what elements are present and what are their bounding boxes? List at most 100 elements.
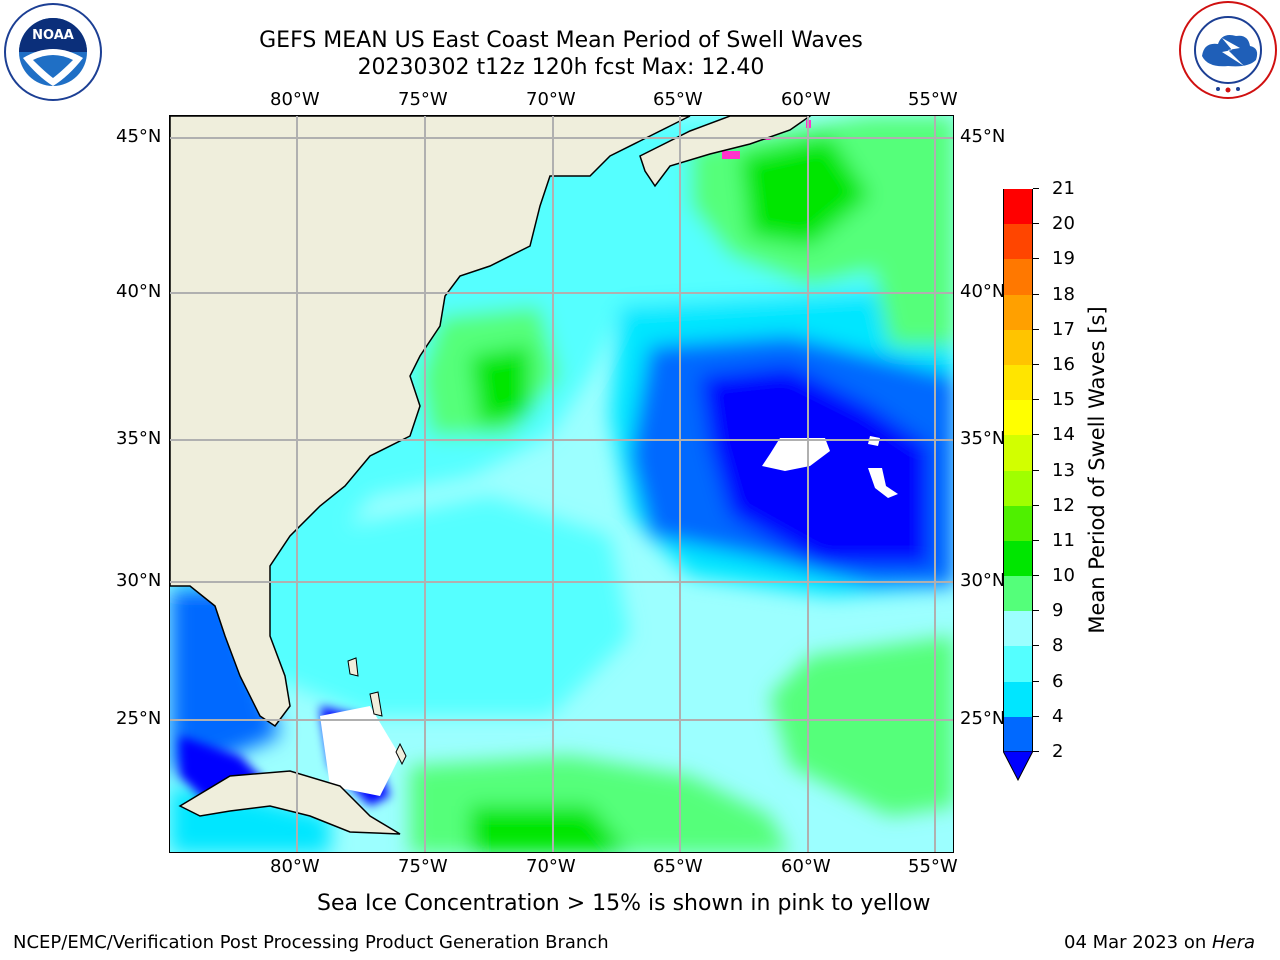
nws-logo (1178, 0, 1278, 100)
colorbar-tick-label: 11 (1052, 529, 1075, 551)
colorbar-tick-mark (1033, 751, 1039, 752)
lat-label-left: 30°N (116, 570, 162, 591)
graticule (170, 116, 953, 852)
lon-label-bottom: 70°W (526, 856, 576, 877)
green-strong-zone (470, 346, 530, 426)
lat-label-right: 25°N (960, 708, 1006, 729)
lon-label-bottom: 75°W (398, 856, 448, 877)
lon-label-top: 55°W (908, 89, 958, 110)
lon-label-bottom: 80°W (270, 856, 320, 877)
green-strong-zone (740, 136, 870, 246)
colorbar-tick-label: 8 (1052, 635, 1064, 657)
footer-date: 04 Mar 2023 on Hera (1064, 932, 1255, 953)
colorbar-tick-label: 2 (1052, 741, 1064, 762)
colorbar-tick-label: 21 (1052, 178, 1075, 199)
colorbar-tick-mark (1033, 328, 1039, 330)
noaa-logo: NOAA (3, 2, 103, 102)
colorbar-tick-mark (1033, 469, 1039, 471)
green-zone (870, 246, 953, 346)
colorbar-tick-label: 20 (1052, 213, 1075, 235)
land-bahamas (347, 657, 359, 677)
colorbar-tick-label: 14 (1052, 424, 1075, 446)
lon-label-top: 75°W (398, 89, 448, 110)
colorbar-segment (1004, 505, 1032, 541)
colorbar-tick-mark (1033, 188, 1039, 189)
colorbar-tick-label: 12 (1052, 494, 1075, 516)
colorbar-segment (1004, 435, 1032, 471)
colorbar-tick-label: 6 (1052, 670, 1064, 692)
colorbar-tick-label: 16 (1052, 353, 1075, 375)
lon-label-top: 70°W (526, 89, 576, 110)
lat-label-right: 30°N (960, 570, 1006, 591)
colorbar (1003, 189, 1033, 752)
colorbar-tick-mark (1033, 258, 1039, 260)
lat-label-right: 40°N (960, 281, 1006, 302)
sea-ice-note: Sea Ice Concentration > 15% is shown in … (317, 891, 931, 916)
green-strong-zone (470, 806, 629, 852)
colorbar-tick-mark (1033, 715, 1039, 717)
colorbar-segment (1004, 329, 1032, 365)
colorbar-segment (1004, 470, 1032, 506)
colorbar-segment (1004, 224, 1032, 260)
colorbar-tick-label: 9 (1052, 600, 1064, 622)
colorbar-label: Mean Period of Swell Waves [s] (1085, 306, 1109, 634)
lat-label-left: 35°N (116, 428, 162, 449)
colorbar-segment (1004, 259, 1032, 295)
colorbar-tick-label: 10 (1052, 565, 1075, 587)
colorbar-tick-label: 19 (1052, 248, 1075, 270)
colorbar-segment (1004, 576, 1032, 612)
land-north-america (170, 116, 691, 728)
land-cuba (178, 770, 401, 835)
green-zone (770, 636, 953, 816)
colorbar-segment (1004, 611, 1032, 647)
lon-label-bottom: 60°W (781, 856, 831, 877)
chart-subtitle: 20230302 t12z 120h fcst Max: 12.40 (357, 55, 765, 80)
land-nova-scotia (639, 116, 812, 188)
lat-label-right: 35°N (960, 428, 1006, 449)
noaa-logo-text: NOAA (32, 28, 74, 43)
footer-credit: NCEP/EMC/Verification Post Processing Pr… (13, 932, 609, 953)
no-data-patch (320, 706, 400, 796)
colorbar-segment (1004, 364, 1032, 401)
colorbar-tick-label: 17 (1052, 318, 1075, 340)
deep-blue-zone (700, 366, 930, 566)
sea-ice-mark (722, 151, 740, 159)
lon-label-top: 60°W (781, 89, 831, 110)
colorbar-segment (1004, 400, 1032, 436)
lon-label-top: 80°W (270, 89, 320, 110)
map-panel (169, 115, 954, 853)
no-data-patch (762, 438, 830, 471)
lon-label-bottom: 55°W (908, 856, 958, 877)
lon-label-top: 65°W (653, 89, 703, 110)
lat-label-right: 45°N (960, 126, 1006, 147)
colorbar-tick-mark (1033, 504, 1039, 506)
footer-host: Hera (1211, 932, 1256, 953)
colorbar-tick-mark (1033, 610, 1039, 612)
colorbar-segment (1004, 646, 1032, 682)
colorbar-segment (1004, 716, 1032, 752)
colorbar-segment (1004, 681, 1032, 717)
colorbar-tick-mark (1033, 575, 1039, 577)
footer-date-text: 04 Mar 2023 on (1064, 932, 1212, 953)
colorbar-tick-mark (1033, 293, 1039, 295)
map-svg (170, 116, 953, 852)
lon-label-bottom: 65°W (653, 856, 703, 877)
land-bahamas (395, 742, 407, 766)
colorbar-segment (1004, 540, 1032, 577)
lat-label-left: 25°N (116, 708, 162, 729)
colorbar-tick-mark (1033, 539, 1039, 541)
land-bahamas (369, 691, 383, 717)
colorbar-tick-label: 13 (1052, 459, 1075, 481)
cyan-zone (270, 496, 630, 716)
chart-title: GEFS MEAN US East Coast Mean Period of S… (259, 28, 863, 53)
colorbar-tick-mark (1033, 399, 1039, 401)
blue-zone (170, 586, 280, 776)
colorbar-tick-label: 18 (1052, 283, 1075, 305)
colorbar-extend-arrow (1003, 751, 1033, 781)
colorbar-segment (1004, 189, 1032, 225)
lat-label-left: 40°N (116, 281, 162, 302)
colorbar-tick-mark (1033, 434, 1039, 436)
colorbar-tick-mark (1033, 363, 1039, 365)
colorbar-segment (1004, 294, 1032, 330)
colorbar-tick-mark (1033, 680, 1039, 682)
